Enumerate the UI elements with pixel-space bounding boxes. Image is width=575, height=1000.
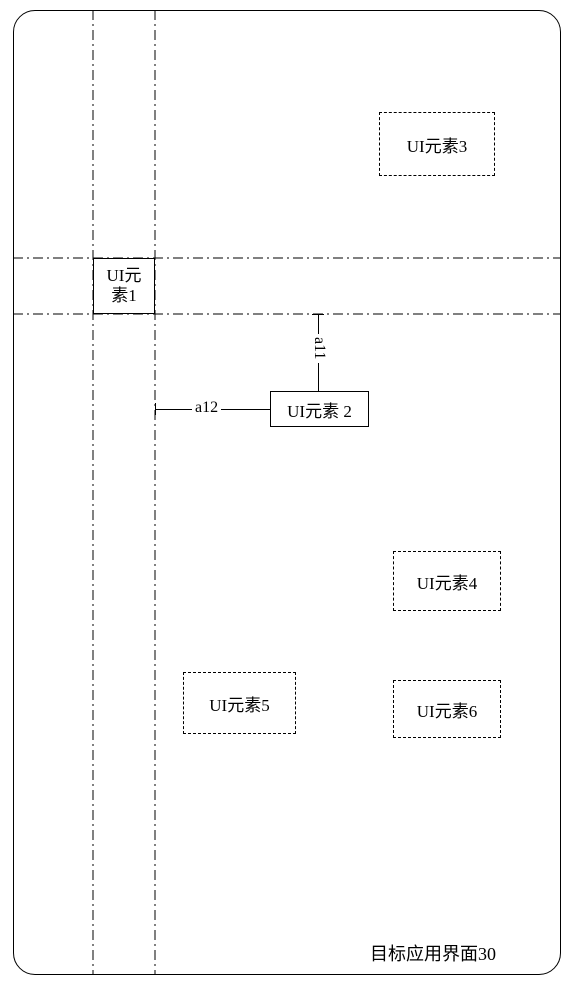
- dimension-a11-tick-top: [312, 314, 324, 315]
- ui-element-3-label: UI元素3: [407, 132, 467, 157]
- ui-element-4-label: UI元素4: [417, 569, 477, 594]
- ui-element-1: UI元 素1: [93, 258, 155, 314]
- dimension-a12-tick-right: [270, 403, 271, 415]
- ui-element-2-label: UI元素 2: [287, 397, 352, 422]
- ui-element-5-label: UI元素5: [209, 691, 269, 716]
- ui-element-2: UI元素 2: [270, 391, 369, 427]
- dimension-a11-label: a11: [310, 334, 328, 363]
- ui-element-5: UI元素5: [183, 672, 296, 734]
- dimension-a11-tick-bottom: [312, 391, 324, 392]
- ui-element-3: UI元素3: [379, 112, 495, 176]
- dimension-a12-label: a12: [192, 399, 221, 417]
- caption: 目标应用界面30: [370, 940, 496, 966]
- ui-element-6: UI元素6: [393, 680, 501, 738]
- ui-element-4: UI元素4: [393, 551, 501, 611]
- dimension-a12-tick-left: [155, 403, 156, 415]
- ui-element-1-label: UI元 素1: [107, 266, 142, 305]
- ui-element-6-label: UI元素6: [417, 697, 477, 722]
